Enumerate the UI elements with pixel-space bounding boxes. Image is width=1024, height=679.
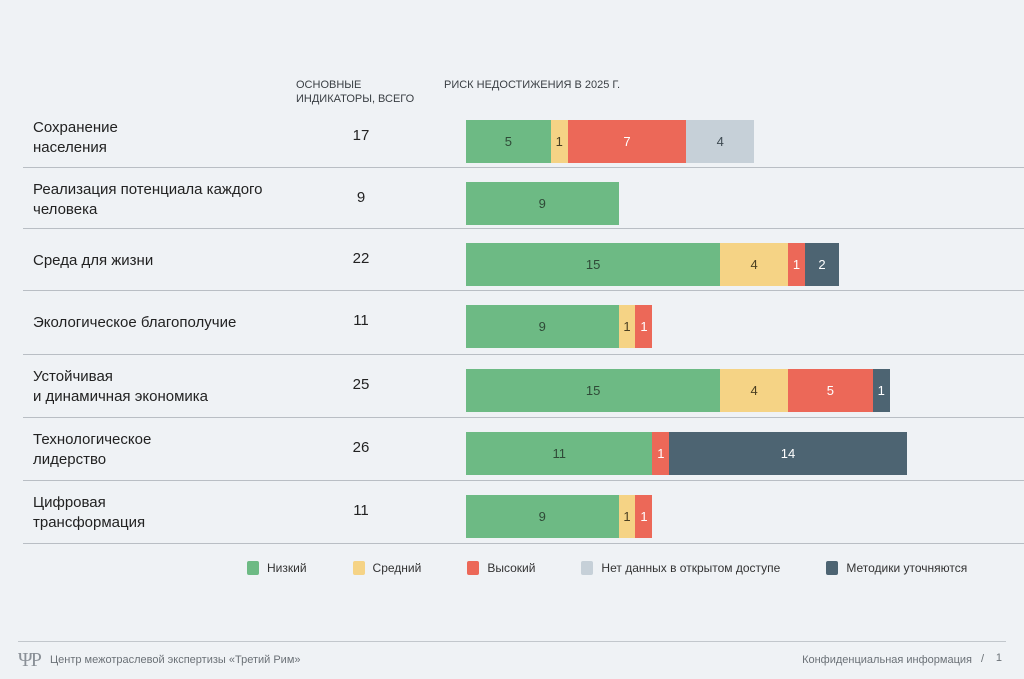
header-risk: РИСК НЕДОСТИЖЕНИЯ В 2025 Г. [444, 79, 621, 91]
legend-label: Высокий [487, 561, 536, 575]
row-total: 17 [352, 127, 370, 144]
legend-swatch [247, 561, 259, 575]
bar-segment-high: 1 [788, 243, 805, 286]
stacked-bar: 9 [466, 182, 619, 225]
row-label-line: Сохранение [33, 119, 118, 136]
legend-swatch [467, 561, 480, 575]
row-label: Цифровая трансформация [33, 493, 303, 533]
row-label-line: и динамичная экономика [33, 388, 209, 405]
row-label-line: Экологическое благополучие [33, 314, 237, 331]
row-label-line: лидерство [33, 451, 107, 468]
legend-label: Нет данных в открытом доступе [601, 561, 781, 575]
bar-segment-methods: 1 [872, 369, 890, 412]
row-label: Реализация потенциала каждого человека [33, 180, 303, 220]
bar-segment-low: 11 [466, 432, 653, 475]
legend-item-medium: Средний [352, 561, 422, 575]
bar-segment-high: 1 [635, 305, 653, 348]
row-divider [23, 354, 1024, 355]
chart-row: Реализация потенциала каждого человека 9 9 [23, 168, 1024, 229]
row-label: Устойчивая и динамичная экономика [33, 367, 303, 407]
bar-segment-methods: 2 [804, 243, 839, 286]
chart-row: Устойчивая и динамичная экономика 25 15 4 5 1 [23, 355, 1024, 418]
bar-segment-medium: 1 [618, 305, 636, 348]
row-label-line: Цифровая [33, 494, 106, 511]
row-divider [23, 417, 1024, 418]
bar-segment-high: 1 [635, 495, 653, 538]
row-total: 11 [353, 312, 369, 329]
row-divider [23, 167, 1024, 168]
chart-row: Цифровая трансформация 11 9 1 1 [23, 481, 1024, 544]
row-label: Технологическое лидерство [33, 430, 303, 470]
footer-divider [18, 641, 1006, 642]
row-total: 25 [352, 376, 370, 393]
chart-row: Сохранение населения 17 5 1 7 4 [23, 106, 1024, 168]
chart-row: Технологическое лидерство 26 11 1 14 [23, 418, 1024, 481]
row-total: 22 [352, 250, 370, 267]
bar-segment-nodata: 4 [686, 120, 755, 163]
legend: Низкий Средний Высокий Нет данных в открыто… [247, 561, 967, 575]
row-label-line: Технологическое [33, 431, 152, 448]
footer-separator: / [980, 653, 984, 665]
stacked-bar: 15 4 5 1 [466, 369, 890, 412]
legend-label: Методики уточняются [846, 561, 968, 575]
bar-segment-low: 15 [466, 369, 721, 412]
legend-item-high: Высокий [467, 561, 535, 575]
row-label-line: Среда для жизни [33, 252, 154, 269]
row-divider [23, 543, 1024, 544]
bar-segment-medium: 1 [618, 495, 636, 538]
logo-icon: ΨP [18, 649, 42, 671]
row-total: 9 [356, 189, 366, 206]
bar-segment-low: 9 [466, 495, 619, 538]
row-divider [23, 480, 1024, 481]
bar-segment-low: 15 [466, 243, 721, 286]
stacked-bar: 15 4 1 2 [466, 243, 839, 286]
bar-segment-low: 9 [466, 305, 619, 348]
bar-segment-high: 1 [652, 432, 670, 475]
legend-swatch [581, 561, 594, 575]
chart-row: Среда для жизни 22 15 4 1 2 [23, 229, 1024, 291]
row-label-line: человека [33, 201, 98, 218]
legend-swatch [826, 561, 839, 575]
legend-swatch [352, 561, 365, 575]
footer-organization: Центр межотраслевой экспертизы «Третий Р… [50, 654, 301, 666]
header-total-indicators: ОСНОВНЫЕ ИНДИКАТОРЫ, ВСЕГО [296, 79, 415, 105]
bar-segment-methods: 14 [669, 432, 907, 475]
page-number: 1 [995, 652, 1002, 664]
legend-label: Низкий [267, 561, 307, 575]
bar-segment-high: 7 [567, 120, 687, 163]
bar-segment-low: 5 [466, 120, 551, 163]
bar-segment-high: 5 [788, 369, 873, 412]
bar-segment-medium: 1 [550, 120, 568, 163]
legend-item-low: Низкий [247, 561, 307, 575]
row-label-line: Реализация потенциала каждого [33, 181, 263, 198]
row-label: Среда для жизни [33, 251, 303, 271]
chart-row: Экологическое благополучие 11 9 1 1 [23, 291, 1024, 355]
row-label-line: Устойчивая [33, 368, 113, 385]
stacked-bar: 11 1 14 [466, 432, 907, 475]
row-divider [23, 290, 1024, 291]
row-label: Экологическое благополучие [33, 313, 303, 333]
row-total: 26 [352, 439, 370, 456]
row-divider [23, 228, 1024, 229]
footer-confidential: Конфиденциальная информация [802, 654, 972, 666]
legend-item-nodata: Нет данных в открытом доступе [581, 561, 780, 575]
row-label-line: населения [33, 139, 107, 156]
bar-segment-low: 9 [466, 182, 619, 225]
legend-item-methods: Методики уточняются [826, 561, 967, 575]
legend-label: Средний [372, 561, 422, 575]
bar-segment-medium: 4 [720, 243, 789, 286]
row-label: Сохранение населения [33, 118, 303, 158]
row-total: 11 [353, 502, 369, 519]
bar-segment-medium: 4 [720, 369, 789, 412]
row-label-line: трансформация [33, 514, 146, 531]
